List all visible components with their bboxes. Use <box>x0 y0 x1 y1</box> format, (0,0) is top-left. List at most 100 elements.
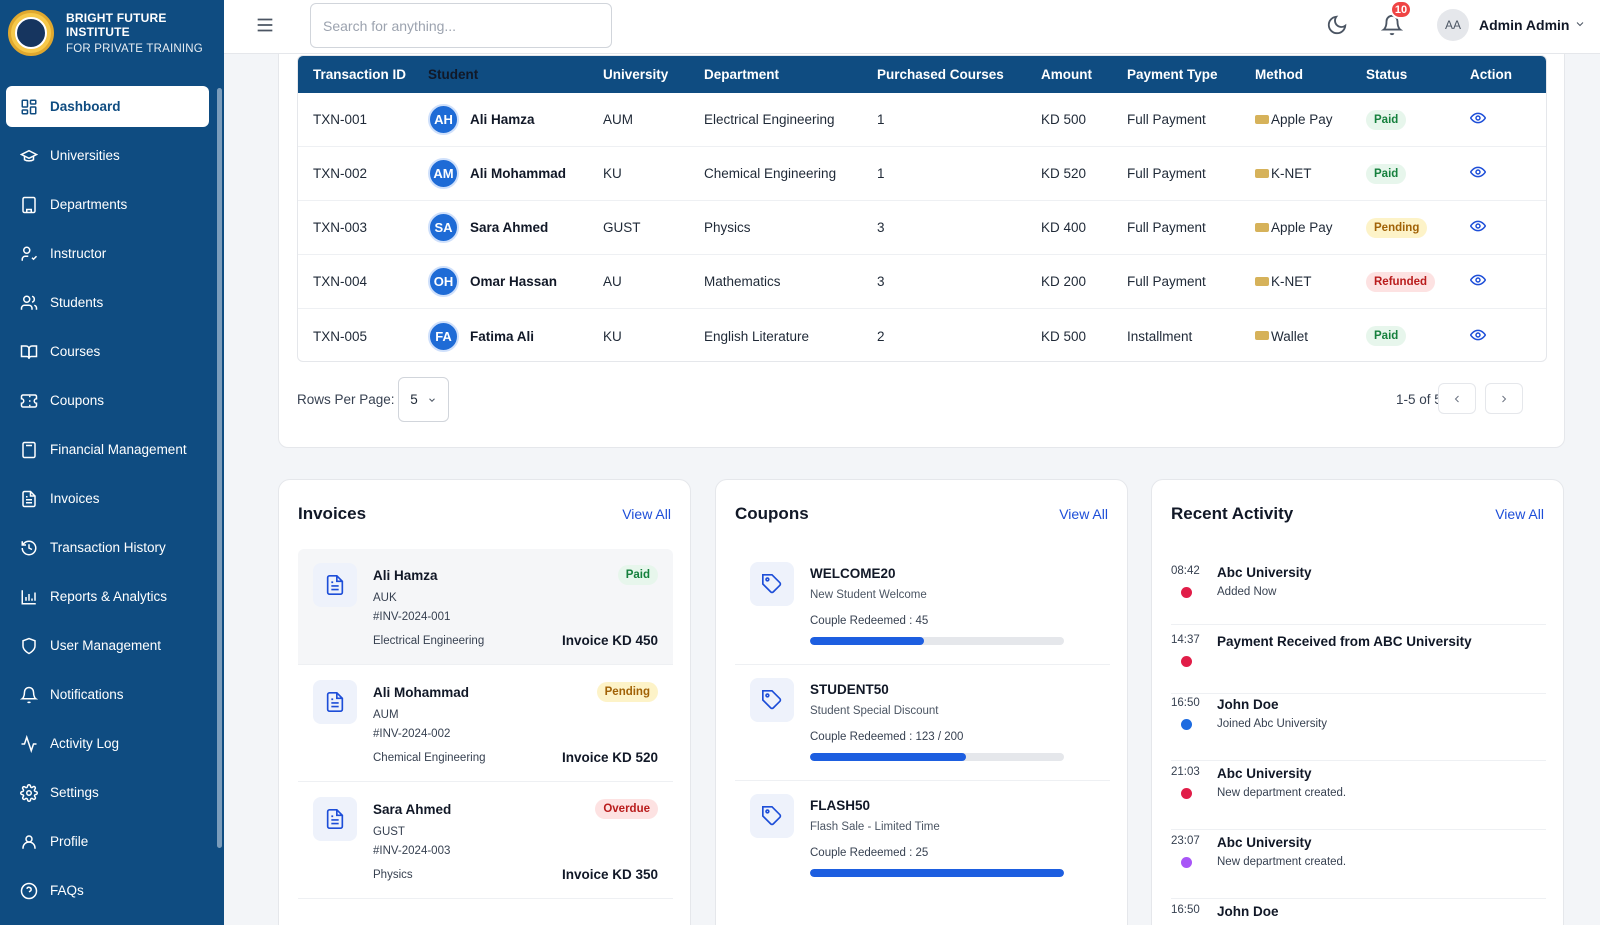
invoice-university: AUM <box>373 709 399 721</box>
coupon-redeemed: Couple Redeemed : 123 / 200 <box>810 731 964 743</box>
brand-name-line1: BRIGHT FUTURE <box>66 11 167 25</box>
view-eye-icon[interactable] <box>1469 218 1487 234</box>
coupon-redeemed: Couple Redeemed : 45 <box>810 615 929 627</box>
rows-per-page-select[interactable]: 5 <box>398 377 449 422</box>
payment-type: Full Payment <box>1127 166 1206 181</box>
invoice-number: #INV-2024-003 <box>373 845 451 857</box>
chevron-left-icon <box>1454 395 1459 402</box>
sidebar-item-profile[interactable]: Profile <box>6 821 209 862</box>
column-header: Method <box>1255 67 1303 82</box>
status-badge: Paid <box>1366 109 1407 130</box>
card-icon <box>1255 222 1269 232</box>
amount: KD 520 <box>1041 166 1087 181</box>
activity-time: 16:50 <box>1171 697 1200 709</box>
activity-time: 21:03 <box>1171 766 1200 778</box>
column-header: Action <box>1470 67 1512 82</box>
sidebar-item-label: Departments <box>50 197 128 212</box>
student-name: Sara Ahmed <box>470 220 549 235</box>
activity-item: 21:03 Abc University New department crea… <box>1171 766 1546 830</box>
coupon-code: FLASH50 <box>810 798 871 813</box>
previous-page-button[interactable] <box>1438 383 1476 414</box>
sidebar-item-coupons[interactable]: Coupons <box>6 380 209 421</box>
sidebar-item-courses[interactable]: Courses <box>6 331 209 372</box>
column-header: Payment Type <box>1127 67 1218 82</box>
payment-type: Full Payment <box>1127 220 1206 235</box>
sidebar-item-label: Activity Log <box>50 736 120 751</box>
sidebar-item-notifications[interactable]: Notifications <box>6 674 209 715</box>
amount: KD 500 <box>1041 112 1087 127</box>
user-name[interactable]: Admin Admin <box>1479 17 1570 33</box>
sidebar-item-activity-log[interactable]: Activity Log <box>6 723 209 764</box>
sidebar-item-label: Reports & Analytics <box>50 589 168 604</box>
view-all-coupons-link[interactable]: View All <box>1059 506 1108 522</box>
view-eye-icon[interactable] <box>1469 327 1487 343</box>
purchased-courses: 2 <box>877 328 885 344</box>
status-badge: Overdue <box>595 799 658 819</box>
department: English Literature <box>704 328 810 344</box>
activity-title: Abc University <box>1217 766 1312 781</box>
invoice-university: GUST <box>373 826 405 838</box>
coupon-item[interactable]: FLASH50 Flash Sale - Limited Time Couple… <box>735 781 1110 897</box>
sidebar-item-reports-analytics[interactable]: Reports & Analytics <box>6 576 209 617</box>
bell-icon <box>20 686 38 703</box>
sidebar-item-invoices[interactable]: Invoices <box>6 478 209 519</box>
dashboard-icon <box>21 99 37 114</box>
card-title: Coupons <box>735 504 809 523</box>
view-eye-icon[interactable] <box>1469 110 1487 126</box>
invoice-amount: Invoice KD 350 <box>561 867 658 882</box>
invoice-department: Chemical Engineering <box>373 752 486 764</box>
activity-time: 08:42 <box>1171 565 1200 577</box>
coupon-item[interactable]: WELCOME20 New Student Welcome Couple Red… <box>735 549 1110 665</box>
sidebar-scrollbar[interactable] <box>217 88 222 848</box>
brand-tagline: FOR PRIVATE TRAINING <box>66 43 203 55</box>
chevron-down-icon[interactable] <box>1574 18 1586 30</box>
sidebar-item-label: Courses <box>50 344 101 359</box>
activity-item: 16:50 John Doe <box>1171 904 1546 925</box>
hamburger-menu-icon[interactable] <box>254 14 276 36</box>
dark-mode-icon[interactable] <box>1326 14 1348 36</box>
student-avatar: FA <box>428 320 459 352</box>
sidebar-item-universities[interactable]: Universities <box>6 135 209 176</box>
sidebar-item-students[interactable]: Students <box>6 282 209 323</box>
invoice-item[interactable]: Sara Ahmed GUST #INV-2024-003 Physics In… <box>298 783 673 899</box>
invoice-item[interactable]: Ali Mohammad AUM #INV-2024-002 Chemical … <box>298 666 673 782</box>
activity-item: 16:50 John Doe Joined Abc University <box>1171 697 1546 761</box>
coupon-progress-fill <box>810 753 967 761</box>
activity-time: 14:37 <box>1171 634 1200 646</box>
sidebar-item-label: Students <box>50 295 104 310</box>
view-eye-icon[interactable] <box>1469 164 1487 180</box>
sidebar-item-settings[interactable]: Settings <box>6 772 209 813</box>
sidebar: BRIGHT FUTURE INSTITUTE FOR PRIVATE TRAI… <box>0 0 224 925</box>
gear-icon <box>20 783 38 802</box>
book-icon <box>20 344 38 359</box>
history-icon <box>21 539 37 555</box>
search-input[interactable] <box>310 3 612 48</box>
status-badge: Refunded <box>1366 271 1436 292</box>
tag-icon <box>762 690 782 710</box>
sidebar-item-user-management[interactable]: User Management <box>6 625 209 666</box>
sidebar-item-departments[interactable]: Departments <box>6 184 209 225</box>
card-icon <box>1255 168 1269 178</box>
sidebar-item-instructor[interactable]: Instructor <box>6 233 209 274</box>
next-page-button[interactable] <box>1485 383 1523 414</box>
status-badge: Pending <box>1366 217 1428 238</box>
sidebar-item-faqs[interactable]: FAQs <box>6 870 209 911</box>
view-all-activity-link[interactable]: View All <box>1495 506 1544 522</box>
sidebar-item-financial-management[interactable]: Financial Management <box>6 429 209 470</box>
status-badge: Paid <box>1366 326 1407 346</box>
invoice-item[interactable]: Ali Hamza AUK #INV-2024-001 Electrical E… <box>298 549 673 665</box>
activity-dot <box>1181 857 1192 868</box>
user-avatar[interactable]: AA <box>1437 9 1469 41</box>
sidebar-item-label: Universities <box>50 148 120 163</box>
sidebar-item-label: Financial Management <box>50 442 187 457</box>
transaction-id: TXN-004 <box>313 274 368 289</box>
column-header: Department <box>704 67 780 82</box>
view-all-invoices-link[interactable]: View All <box>622 506 671 522</box>
activity-subtitle: Joined Abc University <box>1217 718 1327 730</box>
coupon-item[interactable]: STUDENT50 Student Special Discount Coupl… <box>735 665 1110 781</box>
sidebar-item-dashboard[interactable]: Dashboard <box>6 86 209 127</box>
sidebar-item-transaction-history[interactable]: Transaction History <box>6 527 209 568</box>
view-eye-icon[interactable] <box>1469 272 1487 288</box>
transaction-id: TXN-002 <box>313 166 368 181</box>
coupon-progress-bar <box>810 637 1064 645</box>
